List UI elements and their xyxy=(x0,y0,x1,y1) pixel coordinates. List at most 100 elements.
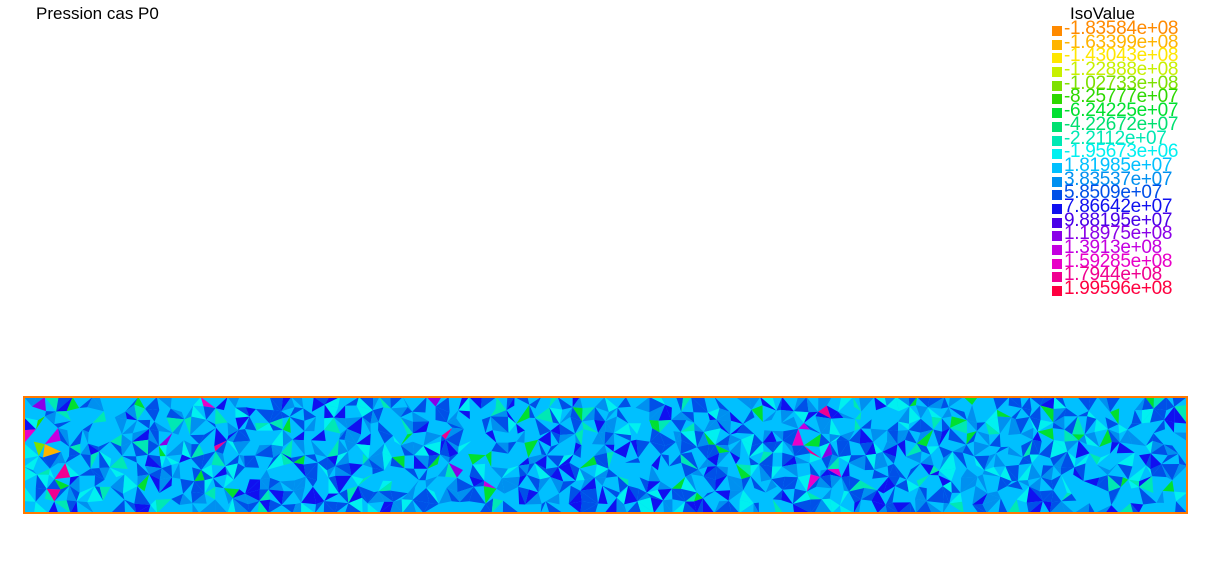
mesh-cell xyxy=(782,440,795,456)
mesh-cell xyxy=(1150,453,1162,470)
mesh-cell xyxy=(367,491,379,504)
mesh-cell xyxy=(54,485,70,502)
mesh-cell xyxy=(214,440,228,452)
mesh-cell xyxy=(691,397,708,413)
mesh-cell xyxy=(750,476,766,493)
mesh-cell xyxy=(706,444,720,459)
mesh-cell xyxy=(920,454,934,466)
mesh-cell xyxy=(691,469,704,477)
mesh-cell xyxy=(1150,440,1164,454)
mesh-cell xyxy=(344,428,357,444)
mesh-cell xyxy=(1110,408,1120,425)
mesh-cell xyxy=(114,411,127,419)
mesh-cell xyxy=(926,446,939,455)
mesh-cell xyxy=(291,455,305,463)
legend-swatch xyxy=(1052,258,1062,269)
mesh-cell xyxy=(821,454,833,470)
mesh-cell xyxy=(392,455,405,469)
mesh-cell xyxy=(43,444,61,458)
mesh-cell xyxy=(378,490,394,502)
mesh-cell xyxy=(345,397,359,406)
mesh-cell xyxy=(1007,480,1023,490)
mesh-cell xyxy=(658,404,672,421)
mesh-cell xyxy=(896,397,910,407)
mesh-cell xyxy=(976,422,986,432)
mesh-cell xyxy=(491,442,509,454)
mesh-cell xyxy=(134,486,151,505)
mesh-cell xyxy=(639,477,649,493)
mesh-cell xyxy=(165,456,180,465)
mesh-cell xyxy=(87,397,104,412)
mesh-cell xyxy=(215,408,228,425)
mesh-cell xyxy=(840,430,855,441)
mesh-cell xyxy=(613,441,631,458)
mesh-cell xyxy=(703,466,717,480)
mesh-cell xyxy=(1008,397,1022,409)
mesh-cell xyxy=(379,501,394,513)
mesh-cell xyxy=(269,397,282,412)
mesh-cell xyxy=(792,491,811,504)
mesh-cell xyxy=(616,497,627,513)
mesh-cell xyxy=(887,430,898,445)
mesh-cell xyxy=(942,503,950,513)
mesh-cell xyxy=(660,454,669,467)
legend-item: 1.99596e+08 xyxy=(1052,279,1222,298)
mesh-cell xyxy=(362,410,373,424)
mesh-cell xyxy=(69,446,81,457)
mesh-cell xyxy=(760,397,777,411)
mesh-cell xyxy=(697,444,709,459)
mesh-cell xyxy=(637,497,654,513)
mesh-cell xyxy=(390,457,405,469)
mesh-cell xyxy=(613,423,632,436)
mesh-cell xyxy=(159,468,173,480)
mesh-cell xyxy=(1064,408,1078,417)
mesh-cell xyxy=(680,422,695,432)
mesh-cell xyxy=(949,501,964,513)
mesh-cell xyxy=(916,443,931,455)
mesh-cell xyxy=(155,499,172,513)
mesh-cell xyxy=(291,397,304,409)
mesh-cell xyxy=(637,492,651,502)
mesh-cell xyxy=(495,397,507,411)
mesh-cell xyxy=(372,467,385,475)
mesh-cell xyxy=(268,477,280,490)
mesh-cell xyxy=(134,404,146,421)
mesh-cell xyxy=(458,441,472,454)
mesh-cell xyxy=(569,462,580,481)
mesh-cell xyxy=(1130,503,1139,513)
mesh-cell xyxy=(1077,411,1089,417)
mesh-cell xyxy=(24,397,37,407)
mesh-cell xyxy=(949,492,963,504)
mesh-cell xyxy=(714,500,732,513)
mesh-cell xyxy=(132,439,149,455)
mesh-cell xyxy=(82,429,89,444)
mesh-cell xyxy=(378,480,392,492)
mesh-cell xyxy=(860,480,878,491)
mesh-cell xyxy=(317,457,328,471)
mesh-cell xyxy=(1172,397,1187,407)
mesh-cell xyxy=(315,501,325,513)
mesh-cell xyxy=(1008,417,1021,435)
mesh-cell xyxy=(161,464,173,478)
legend-swatch xyxy=(1052,135,1062,146)
legend-label: -4.22672e+07 xyxy=(1064,113,1179,135)
mesh-cell xyxy=(888,476,900,486)
mesh-cell xyxy=(328,477,339,494)
mesh-cell xyxy=(370,410,379,424)
mesh-cell xyxy=(865,442,877,456)
mesh-cell xyxy=(671,411,687,421)
mesh-cell xyxy=(204,486,216,500)
mesh-cell xyxy=(400,417,413,435)
mesh-cell xyxy=(1040,405,1054,423)
mesh-cell xyxy=(485,430,497,443)
mesh-cell xyxy=(337,439,348,456)
mesh-cell xyxy=(134,503,151,513)
mesh-cell xyxy=(941,418,950,432)
mesh-cell xyxy=(110,434,122,447)
legend-item: 5.8509e+07 xyxy=(1052,183,1222,202)
mesh-cell xyxy=(293,455,305,465)
mesh-cell xyxy=(90,468,105,480)
mesh-cell xyxy=(35,474,47,489)
mesh-cell xyxy=(87,486,103,503)
mesh-cell xyxy=(435,397,450,413)
